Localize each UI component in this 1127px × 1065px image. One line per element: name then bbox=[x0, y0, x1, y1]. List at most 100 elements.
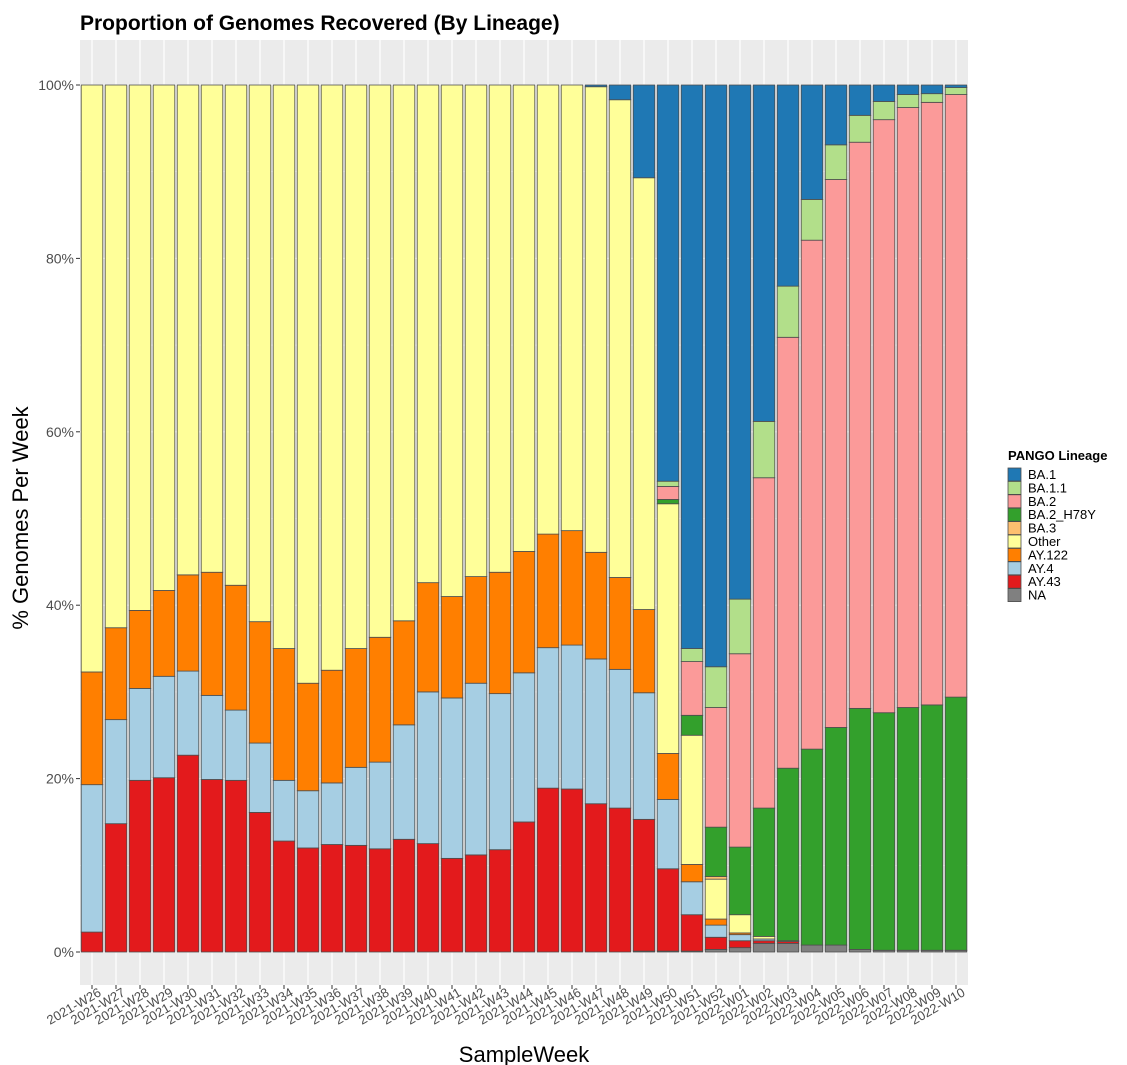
bar-segment bbox=[200, 694, 224, 780]
bar-segment bbox=[728, 846, 752, 916]
bar-segment bbox=[632, 177, 656, 610]
bar-segment bbox=[848, 141, 872, 709]
bar-segment bbox=[296, 790, 320, 849]
bar-segment bbox=[560, 788, 584, 953]
bar-segment bbox=[344, 766, 368, 846]
y-tick-label: 40% bbox=[46, 597, 74, 613]
bar-segment bbox=[392, 84, 416, 622]
bar-segment bbox=[944, 696, 968, 951]
bar-segment bbox=[176, 84, 200, 576]
bar-segment bbox=[440, 697, 464, 859]
bar-segment bbox=[128, 688, 152, 781]
bar-segment bbox=[488, 84, 512, 573]
bar-segment bbox=[584, 84, 608, 88]
bar-segment bbox=[536, 787, 560, 953]
bar-segment bbox=[368, 636, 392, 763]
bar-segment bbox=[824, 727, 848, 946]
x-axis-label: SampleWeek bbox=[459, 1042, 590, 1065]
bar-segment bbox=[128, 610, 152, 689]
bar-segment bbox=[728, 934, 752, 942]
bar-segment bbox=[152, 777, 176, 953]
bar-segment bbox=[80, 931, 104, 953]
bar-segment bbox=[344, 84, 368, 649]
bar-segment bbox=[248, 742, 272, 813]
legend-label: BA.1 bbox=[1028, 467, 1056, 482]
bar-segment bbox=[200, 779, 224, 953]
bar-segment bbox=[872, 119, 896, 714]
bar-segment bbox=[152, 675, 176, 779]
bar-segment bbox=[632, 692, 656, 820]
bar-segment bbox=[680, 648, 704, 662]
bar-segment bbox=[464, 854, 488, 953]
bar-segment bbox=[896, 84, 920, 95]
bar-segment bbox=[680, 864, 704, 883]
bar-segment bbox=[224, 584, 248, 711]
bar-segment bbox=[776, 767, 800, 942]
bar-segment bbox=[152, 590, 176, 677]
bar-segment bbox=[704, 666, 728, 708]
bar-segment bbox=[152, 84, 176, 591]
bar-segment bbox=[584, 551, 608, 660]
bar-segment bbox=[176, 574, 200, 672]
bar-segment bbox=[800, 748, 824, 946]
bar-segment bbox=[656, 84, 680, 482]
bar-segment bbox=[608, 668, 632, 809]
bar-segment bbox=[104, 627, 128, 721]
bar-segment bbox=[680, 661, 704, 716]
bar-segment bbox=[128, 779, 152, 953]
bar-segment bbox=[440, 596, 464, 699]
bar-segment bbox=[296, 847, 320, 953]
bar-segment bbox=[560, 84, 584, 532]
bar-segment bbox=[728, 84, 752, 600]
bar-segment bbox=[944, 84, 968, 89]
bar-segment bbox=[296, 682, 320, 792]
legend-label: BA.1.1 bbox=[1028, 480, 1067, 495]
legend-title: PANGO Lineage bbox=[1008, 448, 1107, 463]
bar-segment bbox=[176, 754, 200, 953]
bar-segment bbox=[416, 691, 440, 845]
bar-segment bbox=[872, 101, 896, 121]
bar-segment bbox=[848, 707, 872, 950]
bar-segment bbox=[680, 714, 704, 736]
bar-segment bbox=[416, 582, 440, 693]
bar-segment bbox=[128, 84, 152, 611]
bar-segment bbox=[488, 849, 512, 953]
bar-segment bbox=[656, 486, 680, 500]
bar-segment bbox=[680, 881, 704, 916]
bar-segment bbox=[728, 653, 752, 848]
bar-segment bbox=[680, 84, 704, 649]
bar-segment bbox=[200, 571, 224, 696]
bar-segment bbox=[800, 84, 824, 200]
bar-segment bbox=[656, 499, 680, 505]
bar-segment bbox=[608, 99, 632, 578]
bar-segment bbox=[272, 840, 296, 953]
bar-segment bbox=[704, 878, 728, 920]
bar-segment bbox=[584, 658, 608, 805]
legend-label: BA.2 bbox=[1028, 494, 1056, 509]
y-tick-label: 20% bbox=[46, 771, 74, 787]
bar-segment bbox=[608, 807, 632, 953]
bar-segment bbox=[704, 84, 728, 668]
bar-segment bbox=[944, 87, 968, 95]
bar-segment bbox=[272, 84, 296, 649]
bar-segment bbox=[920, 84, 944, 95]
bar-segment bbox=[848, 84, 872, 116]
bar-segment bbox=[416, 843, 440, 953]
legend-swatch bbox=[1007, 534, 1022, 549]
bar-segment bbox=[80, 784, 104, 933]
bar-segment bbox=[440, 857, 464, 953]
bar-segment bbox=[776, 84, 800, 287]
bar-segment bbox=[704, 918, 728, 926]
legend-label: NA bbox=[1028, 588, 1046, 603]
legend-label: Other bbox=[1028, 534, 1061, 549]
bar-segment bbox=[512, 672, 536, 823]
bar-segment bbox=[104, 823, 128, 953]
bar-segment bbox=[248, 621, 272, 744]
bar-segment bbox=[632, 84, 656, 179]
bar-segment bbox=[656, 480, 680, 487]
bar-segment bbox=[776, 336, 800, 769]
bar-segment bbox=[248, 812, 272, 953]
bar-segment bbox=[752, 807, 776, 937]
